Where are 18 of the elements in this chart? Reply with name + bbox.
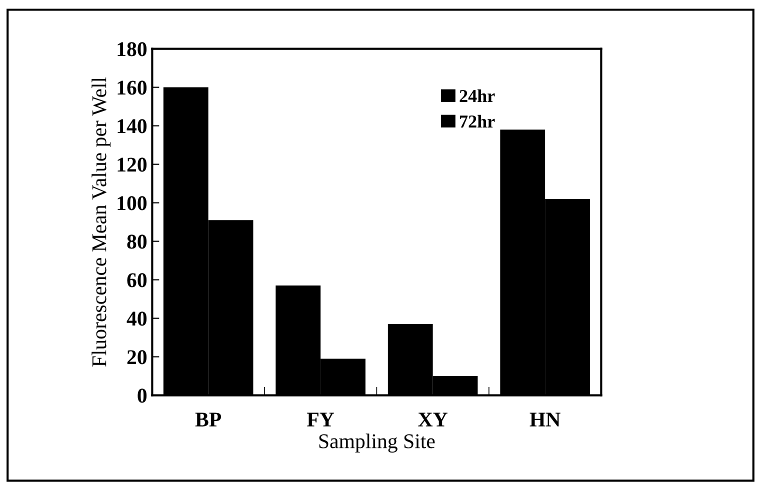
y-tick-label: 40 xyxy=(126,312,147,326)
y-tick-label: 180 xyxy=(118,42,147,56)
x-axis-title: Sampling Site xyxy=(319,434,435,453)
y-tick-label: 140 xyxy=(118,119,147,134)
y-tick-label: 20 xyxy=(127,350,147,364)
y-tick-label: 0 xyxy=(138,388,147,403)
x-tick-label: HN xyxy=(530,412,560,426)
y-axis-title: Fluorescence Mean Value per Well xyxy=(92,77,111,367)
y-tick-label: 60 xyxy=(127,273,147,288)
y-tick-label: 160 xyxy=(118,80,147,95)
x-tick-label: FY xyxy=(307,412,334,426)
legend-label: 72hr xyxy=(460,114,495,128)
y-tick-label: 120 xyxy=(118,158,147,172)
x-tick-label: XY xyxy=(418,412,448,426)
y-tick-label: 100 xyxy=(118,196,147,210)
y-tick-label: 80 xyxy=(127,234,147,249)
x-tick-label: BP xyxy=(195,412,222,426)
legend-label: 24hr xyxy=(460,89,495,102)
